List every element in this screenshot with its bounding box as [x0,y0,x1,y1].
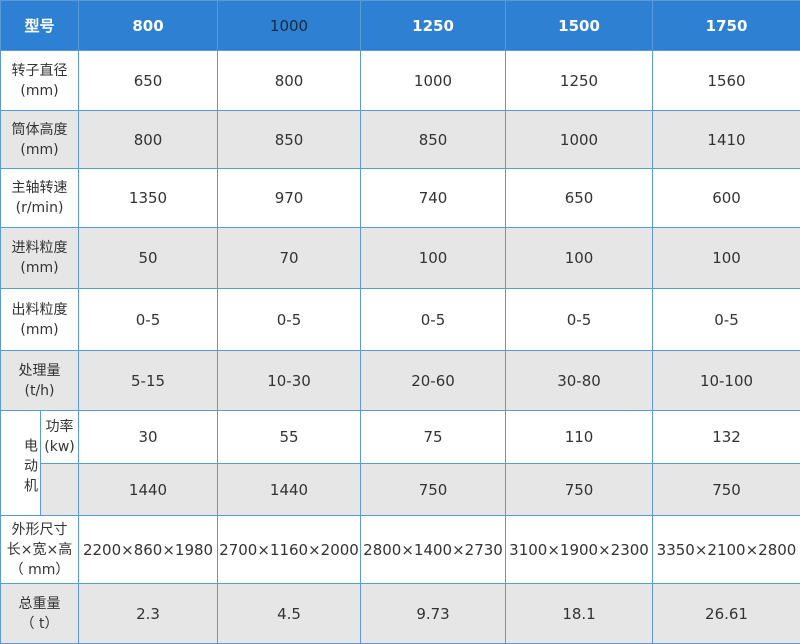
value-cell: 110 [506,411,653,464]
row-label: 总重量 （ t） [1,584,79,644]
value-cell: 1560 [653,51,800,111]
value-cell: 132 [653,411,800,464]
value-cell: 1440 [218,464,361,516]
value-cell: 750 [506,464,653,516]
label-line: (mm) [20,83,58,99]
value-cell: 100 [653,228,800,289]
header-cell: 1250 [361,1,506,51]
value-cell: 1350 [79,169,218,228]
row-label: 处理量 (t/h) [1,351,79,411]
header-cell: 800 [79,1,218,51]
header-cell: 1000 [218,1,361,51]
label-line: 筒体高度 [12,122,68,138]
label-line: 出料粒度 [12,302,68,318]
row-label: 进料粒度 (mm) [1,228,79,289]
value-cell: 20-60 [361,351,506,411]
value-cell: 0-5 [79,289,218,351]
value-cell: 30-80 [506,351,653,411]
value-cell: 100 [506,228,653,289]
value-cell: 740 [361,169,506,228]
value-cell: 0-5 [506,289,653,351]
label-line: (r/min) [16,200,64,216]
label-line: 总重量 [19,596,61,612]
empty-cell [41,464,79,516]
value-cell: 30 [79,411,218,464]
value-cell: 1000 [506,111,653,169]
row-label: 筒体高度 (mm) [1,111,79,169]
value-cell: 0-5 [218,289,361,351]
value-cell: 1410 [653,111,800,169]
value-cell: 650 [506,169,653,228]
label-line: (mm) [20,260,58,276]
value-cell: 75 [361,411,506,464]
value-cell: 970 [218,169,361,228]
value-cell: 750 [653,464,800,516]
label-line: （ mm） [10,562,70,578]
value-cell: 0-5 [653,289,800,351]
value-cell: 10-100 [653,351,800,411]
value-cell: 1440 [79,464,218,516]
value-cell: 0-5 [361,289,506,351]
value-cell: 2.3 [79,584,218,644]
value-cell: 850 [361,111,506,169]
label-line: （ t） [21,616,59,632]
value-cell: 1000 [361,51,506,111]
value-cell: 4.5 [218,584,361,644]
value-cell: 2700×1160×2000 [218,516,361,584]
value-cell: 2200×860×1980 [79,516,218,584]
value-cell: 5-15 [79,351,218,411]
label-line: 进料粒度 [12,240,68,256]
value-cell: 55 [218,411,361,464]
value-cell: 650 [79,51,218,111]
row-label: 转子直径 (mm) [1,51,79,111]
value-cell: 800 [79,111,218,169]
label-line: 处理量 [19,363,61,379]
row-label: 出料粒度 (mm) [1,289,79,351]
value-cell: 9.73 [361,584,506,644]
label-line: (t/h) [25,383,55,399]
value-cell: 50 [79,228,218,289]
label-line: 功率 [46,419,74,435]
value-cell: 18.1 [506,584,653,644]
row-label: 功率 (kw) [41,411,79,464]
value-cell: 3350×2100×2800 [653,516,800,584]
header-cell: 1750 [653,1,800,51]
motor-label: 电动机 [1,411,41,516]
value-cell: 1250 [506,51,653,111]
label-line: (kw) [44,439,74,455]
label-line: (mm) [20,322,58,338]
header-cell: 型号 [1,1,79,51]
value-cell: 2800×1400×2730 [361,516,506,584]
row-label: 主轴转速 (r/min) [1,169,79,228]
value-cell: 70 [218,228,361,289]
value-cell: 750 [361,464,506,516]
value-cell: 850 [218,111,361,169]
label-line: 转子直径 [12,63,68,79]
value-cell: 100 [361,228,506,289]
label-line: 长×宽×高 [7,542,72,558]
label-line: (mm) [20,142,58,158]
value-cell: 800 [218,51,361,111]
value-cell: 3100×1900×2300 [506,516,653,584]
value-cell: 10-30 [218,351,361,411]
value-cell: 600 [653,169,800,228]
label-line: 主轴转速 [12,180,68,196]
row-label: 外形尺寸长×宽×高 （ mm） [1,516,79,584]
header-cell: 1500 [506,1,653,51]
label-line: 外形尺寸 [12,522,68,538]
value-cell: 26.61 [653,584,800,644]
